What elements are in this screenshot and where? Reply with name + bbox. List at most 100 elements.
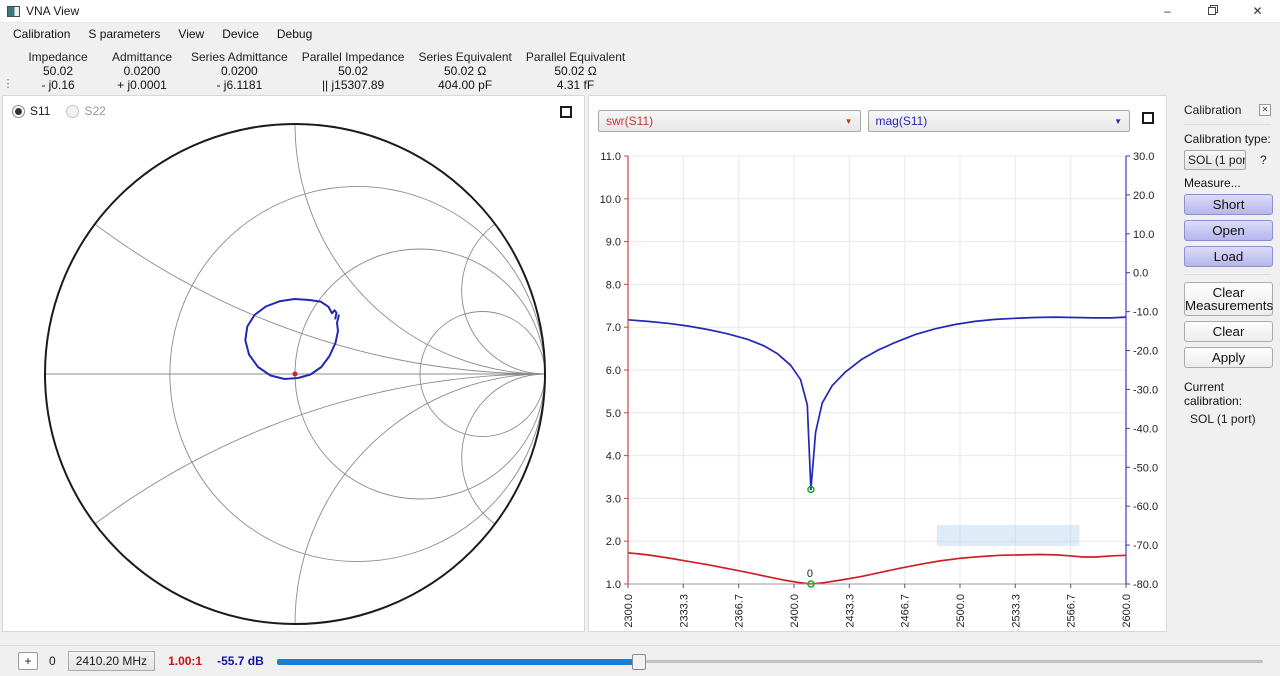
readout-impedance: Impedance 50.02- j0.16	[16, 44, 100, 92]
readout-value-1: 0.0200	[221, 64, 258, 78]
menu-item-device[interactable]: Device	[222, 26, 259, 41]
calibration-type-value: SOL (1 port	[1188, 153, 1246, 167]
rect-chart[interactable]: 11.0 10.0 9.0 8.0 7.0 6.0 5.0 4.0 3.0 2.0 1.0 30.0 2…	[589, 96, 1166, 631]
svg-text:2433.3: 2433.3	[844, 594, 856, 628]
toolbar: ⋮ Impedance 50.02- j0.16 Admittance 0.0200 +…	[0, 44, 1280, 95]
divider	[1184, 124, 1271, 125]
short-button[interactable]: Short	[1184, 194, 1273, 215]
svg-text:2400.0: 2400.0	[789, 594, 801, 628]
chart-marker	[807, 580, 815, 588]
marker-index: 0	[49, 654, 56, 668]
svg-text:2533.3: 2533.3	[1010, 594, 1022, 628]
readout-value-2: 404.00 pF	[438, 78, 493, 92]
readout-value-2: - j0.16	[41, 78, 75, 92]
svg-text:1.0: 1.0	[606, 579, 621, 591]
menu-item-debug[interactable]: Debug	[276, 26, 313, 41]
series-mag-s11-	[627, 316, 1127, 491]
clear-measurements-button[interactable]: Clear Measurements	[1184, 282, 1273, 316]
svg-text:2.0: 2.0	[606, 536, 621, 548]
svg-text:10.0: 10.0	[1133, 229, 1154, 241]
status-bar: + 0 2410.20 MHz 1.00:1 -55.7 dB	[0, 645, 1280, 676]
left-trace-combobox[interactable]: swr(S11) ▼	[598, 110, 861, 132]
calibration-type-combobox[interactable]: SOL (1 port ▼	[1184, 150, 1246, 170]
apply-button[interactable]: Apply	[1184, 347, 1273, 368]
window-controls: – ✕	[1145, 0, 1280, 22]
measure-buttons: Short Open Load	[1184, 194, 1273, 267]
readout-label: Parallel Equivalent	[525, 50, 626, 64]
minimize-icon: –	[1164, 4, 1171, 18]
svg-text:10.0: 10.0	[600, 194, 621, 206]
slider-handle[interactable]	[631, 653, 646, 670]
watermark-highlight	[936, 524, 1080, 546]
action-buttons: Clear Measurements Clear Apply	[1184, 282, 1273, 368]
readout-value-1: 50.02	[42, 64, 74, 78]
svg-text:-70.0: -70.0	[1133, 540, 1158, 552]
help-button[interactable]: ?	[1260, 153, 1267, 167]
readout-value-1: 0.0200	[123, 64, 161, 78]
series-swr-s11-	[627, 551, 1127, 585]
svg-text:7.0: 7.0	[606, 322, 621, 334]
divider	[1184, 274, 1271, 275]
readout-parallel-equivalent: Parallel Equivalent 50.02 Ω 4.31 fF	[519, 44, 632, 92]
calibration-type-label: Calibration type:	[1184, 132, 1271, 146]
frequency-box[interactable]: 2410.20 MHz	[67, 651, 156, 671]
smith-maximize-icon[interactable]	[560, 106, 572, 118]
sidebar-title: Calibration	[1184, 103, 1242, 117]
radio-s11[interactable]: S11	[12, 104, 50, 118]
svg-text:6.0: 6.0	[606, 365, 621, 377]
smith-chart[interactable]	[3, 96, 584, 631]
svg-text:2466.7: 2466.7	[900, 594, 912, 628]
readout-value-1: 50.02 Ω	[554, 64, 597, 78]
readout-value-2: 4.31 fF	[556, 78, 595, 92]
measure-label: Measure...	[1184, 176, 1241, 190]
svg-text:2500.0: 2500.0	[955, 594, 967, 628]
svg-text:0.0: 0.0	[1133, 268, 1148, 280]
chart-maximize-icon[interactable]	[1142, 112, 1154, 124]
smith-marker	[292, 371, 298, 377]
frequency-slider[interactable]	[276, 652, 1263, 671]
svg-text:-40.0: -40.0	[1133, 423, 1158, 435]
svg-text:-50.0: -50.0	[1133, 462, 1158, 474]
readout-label: Impedance	[28, 50, 88, 64]
toolbar-grip-icon[interactable]: ⋮	[2, 78, 14, 90]
sidebar-close-icon[interactable]: ✕	[1259, 104, 1271, 116]
menu-item-calibration[interactable]: Calibration	[13, 26, 71, 41]
svg-text:-60.0: -60.0	[1133, 501, 1158, 513]
svg-text:-30.0: -30.0	[1133, 384, 1158, 396]
restore-button[interactable]	[1190, 0, 1235, 22]
readout-series-equivalent: Series Equivalent 50.02 Ω 404.00 pF	[411, 44, 518, 92]
window-title: VNA View	[26, 4, 80, 18]
readout-label: Admittance	[111, 50, 173, 64]
minimize-button[interactable]: –	[1145, 0, 1190, 22]
svg-text:2333.3: 2333.3	[678, 594, 690, 628]
smith-chart-panel: S11 S22	[2, 95, 585, 632]
menu-item-s-parameters[interactable]: S parameters	[88, 26, 161, 41]
right-trace-combobox[interactable]: mag(S11) ▼	[867, 110, 1130, 132]
svg-text:2300.0: 2300.0	[623, 594, 635, 628]
radio-s22[interactable]: S22	[66, 104, 106, 118]
svg-text:3.0: 3.0	[606, 493, 621, 505]
svg-text:-20.0: -20.0	[1133, 346, 1158, 358]
left-trace-value: swr(S11)	[606, 114, 654, 128]
toolbar-readouts: Impedance 50.02- j0.16 Admittance 0.0200 + j…	[16, 44, 632, 92]
svg-text:2600.0: 2600.0	[1121, 594, 1133, 628]
clear-button[interactable]: Clear	[1184, 321, 1273, 342]
menu-bar: Calibration S parameters View Device Debug	[0, 22, 1280, 44]
load-button[interactable]: Load	[1184, 246, 1273, 267]
readout-series-admittance: Series Admittance 0.0200- j6.1181	[184, 44, 295, 92]
restore-icon	[1207, 4, 1218, 18]
add-marker-button[interactable]: +	[18, 652, 38, 670]
svg-text:11.0: 11.0	[600, 151, 621, 163]
svg-text:5.0: 5.0	[606, 408, 621, 420]
current-calibration-label: Current calibration:	[1184, 380, 1243, 408]
svg-text:2366.7: 2366.7	[734, 594, 746, 628]
svg-text:-80.0: -80.0	[1133, 579, 1158, 591]
menu-item-view[interactable]: View	[178, 26, 205, 41]
readout-value-1: 50.02 Ω	[443, 64, 487, 78]
open-button[interactable]: Open	[1184, 220, 1273, 241]
slider-fill	[276, 658, 639, 665]
close-button[interactable]: ✕	[1235, 0, 1280, 22]
swr-readout: 1.00:1	[168, 654, 203, 668]
svg-text:-10.0: -10.0	[1133, 307, 1158, 319]
mag-readout: -55.7 dB	[217, 654, 264, 668]
